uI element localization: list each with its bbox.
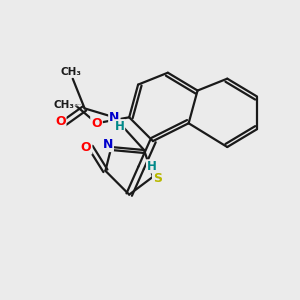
Text: methoxy: methoxy — [72, 105, 79, 106]
Text: O: O — [55, 115, 66, 128]
Text: CH₃: CH₃ — [53, 100, 74, 110]
Text: O: O — [81, 140, 92, 154]
Text: CH₃: CH₃ — [61, 67, 82, 77]
Text: N: N — [109, 111, 119, 124]
Text: O: O — [91, 117, 102, 130]
Text: H: H — [146, 160, 156, 173]
Text: methoxy: methoxy — [76, 104, 82, 105]
Text: S: S — [153, 172, 162, 185]
Text: N: N — [103, 138, 113, 151]
Text: H: H — [115, 120, 124, 133]
